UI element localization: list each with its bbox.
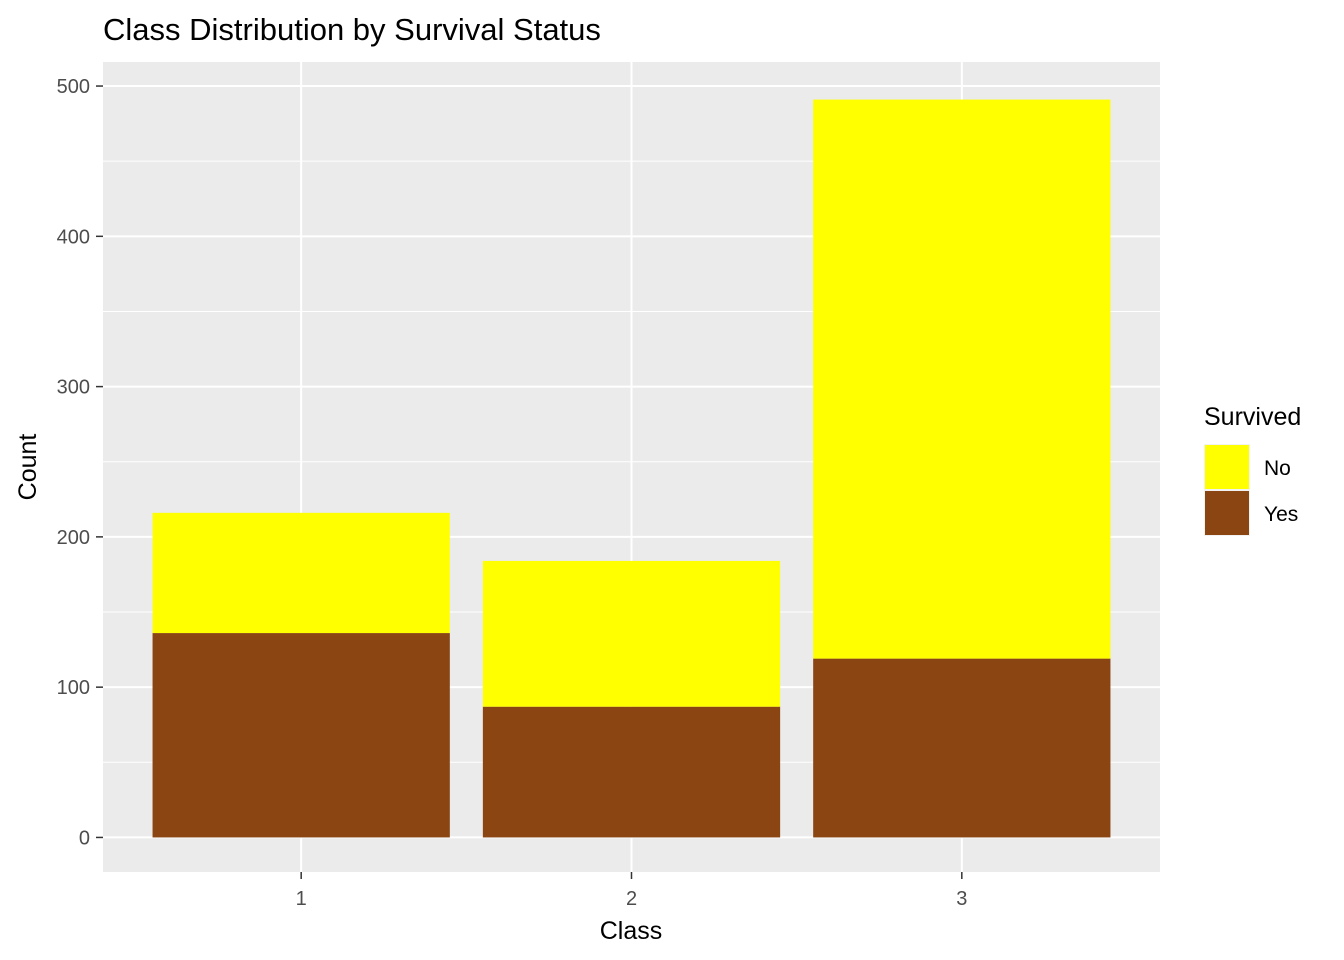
y-tick-label: 0 xyxy=(79,827,90,849)
bar-class-3-yes xyxy=(813,658,1111,838)
bar-class-3-no xyxy=(813,99,1111,659)
bar-class-2-no xyxy=(482,560,781,707)
y-tick-label: 200 xyxy=(57,527,90,549)
x-tick-label: 2 xyxy=(626,888,637,910)
legend-swatch-no xyxy=(1205,445,1249,489)
bars xyxy=(152,99,1111,838)
chart-title: Class Distribution by Survival Status xyxy=(103,12,601,47)
x-tick-label: 3 xyxy=(956,888,967,910)
x-tick-label: 1 xyxy=(296,888,307,910)
y-axis: 0 100 200 300 400 500 xyxy=(57,76,103,849)
y-tick-label: 500 xyxy=(57,76,90,98)
y-tick-label: 400 xyxy=(57,226,90,248)
y-tick-label: 100 xyxy=(57,677,90,699)
y-axis-title: Count xyxy=(14,434,42,501)
legend-label-yes: Yes xyxy=(1264,503,1298,526)
bar-class-1-no xyxy=(152,512,450,634)
x-axis-title: Class xyxy=(600,917,663,945)
bar-class-1-yes xyxy=(152,633,450,838)
y-tick-label: 300 xyxy=(57,377,90,399)
legend: Survived No Yes xyxy=(1204,403,1301,536)
x-axis: 1 2 3 xyxy=(296,872,967,910)
bar-class-2-yes xyxy=(482,706,781,838)
legend-label-no: No xyxy=(1264,457,1291,480)
legend-swatch-yes xyxy=(1205,491,1249,535)
legend-title: Survived xyxy=(1204,403,1301,431)
